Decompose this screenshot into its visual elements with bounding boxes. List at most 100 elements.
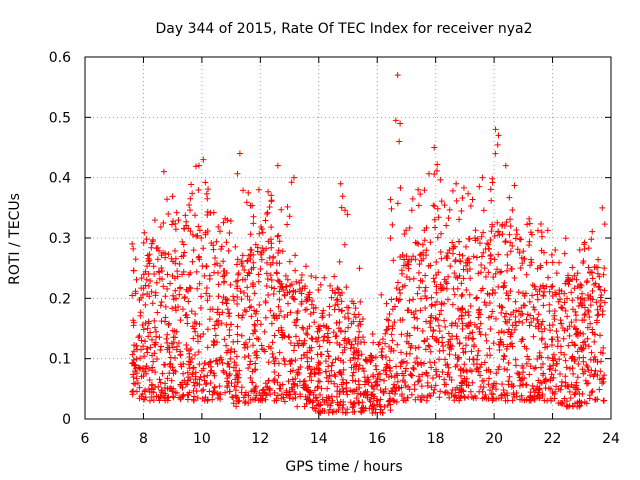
data-point	[298, 271, 305, 278]
x-tick-label: 18	[427, 431, 445, 447]
data-point	[204, 227, 211, 234]
data-point	[461, 361, 468, 368]
data-point	[537, 221, 544, 228]
data-point	[139, 391, 146, 398]
data-point	[241, 341, 248, 348]
data-point	[129, 351, 136, 358]
data-point	[581, 245, 588, 252]
data-point	[254, 248, 261, 255]
data-point	[441, 356, 448, 363]
data-point	[399, 283, 406, 290]
data-point	[267, 307, 274, 314]
data-point	[455, 389, 462, 396]
data-point	[270, 354, 277, 361]
data-point	[250, 342, 257, 349]
data-point	[389, 221, 396, 228]
data-point	[253, 354, 260, 361]
data-point	[301, 340, 308, 347]
data-point	[540, 292, 547, 299]
data-point	[360, 405, 367, 412]
data-point	[510, 382, 517, 389]
data-point	[252, 241, 259, 248]
data-point	[561, 299, 568, 306]
data-point	[512, 298, 519, 305]
data-point	[446, 206, 453, 213]
y-tick-label: 0.5	[49, 110, 71, 126]
data-point	[143, 370, 150, 377]
data-point	[514, 370, 521, 377]
data-point	[173, 389, 180, 396]
data-point	[338, 308, 345, 315]
data-point	[546, 301, 553, 308]
data-point	[574, 270, 581, 277]
data-point	[215, 223, 222, 230]
data-point	[298, 300, 305, 307]
data-point	[474, 352, 481, 359]
data-point	[274, 233, 281, 240]
data-point	[185, 288, 192, 295]
data-point	[539, 393, 546, 400]
data-point	[284, 221, 291, 228]
data-point	[298, 290, 305, 297]
data-point	[233, 261, 240, 268]
data-point	[331, 371, 338, 378]
data-point	[480, 249, 487, 256]
data-point	[431, 224, 438, 231]
data-point	[580, 330, 587, 337]
data-point	[552, 388, 559, 395]
data-point	[326, 406, 333, 413]
data-point	[597, 332, 604, 339]
data-point	[213, 238, 220, 245]
data-point	[190, 335, 197, 342]
data-point	[583, 362, 590, 369]
data-point	[572, 356, 579, 363]
data-point	[223, 300, 230, 307]
data-point	[226, 332, 233, 339]
data-point	[312, 304, 319, 311]
data-point	[162, 380, 169, 387]
data-point	[294, 316, 301, 323]
data-point	[349, 388, 356, 395]
data-point	[465, 382, 472, 389]
data-point	[492, 315, 499, 322]
data-point	[132, 256, 139, 263]
data-point	[452, 256, 459, 263]
data-point	[556, 259, 563, 266]
data-point	[163, 335, 170, 342]
data-point	[575, 361, 582, 368]
data-point	[387, 348, 394, 355]
data-point	[211, 372, 218, 379]
data-point	[146, 260, 153, 267]
data-point	[145, 333, 152, 340]
data-point	[594, 372, 601, 379]
data-point	[164, 271, 171, 278]
data-point	[485, 381, 492, 388]
data-point	[470, 343, 477, 350]
data-point	[440, 285, 447, 292]
data-point	[434, 205, 441, 212]
data-point	[581, 312, 588, 319]
data-point	[454, 384, 461, 391]
data-point	[574, 348, 581, 355]
data-point	[421, 338, 428, 345]
data-point	[421, 237, 428, 244]
data-point	[151, 317, 158, 324]
data-point	[239, 252, 246, 259]
data-point	[552, 289, 559, 296]
data-point	[258, 256, 265, 263]
data-point	[475, 270, 482, 277]
data-point	[493, 380, 500, 387]
x-tick-label: 16	[368, 431, 386, 447]
data-point	[321, 274, 328, 281]
data-point	[557, 386, 564, 393]
data-point	[495, 228, 502, 235]
data-point	[133, 355, 140, 362]
data-point	[177, 383, 184, 389]
data-point	[131, 342, 138, 349]
data-point	[227, 217, 234, 224]
data-point	[157, 302, 164, 309]
data-point	[271, 285, 278, 292]
data-point	[186, 202, 193, 209]
data-point	[196, 280, 203, 287]
data-point	[165, 251, 172, 258]
